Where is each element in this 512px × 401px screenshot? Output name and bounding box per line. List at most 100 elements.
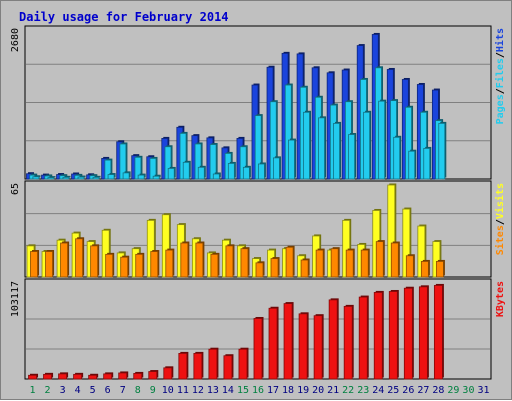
bar-kbytes bbox=[208, 348, 218, 380]
bar-pages bbox=[122, 172, 130, 180]
bar-pages bbox=[363, 111, 371, 180]
bar-pages bbox=[348, 134, 356, 180]
x-tick-day-4: 4 bbox=[75, 385, 81, 396]
bar-shadow-pages bbox=[49, 176, 56, 178]
bar-pages bbox=[273, 157, 280, 180]
bar-kbytes bbox=[73, 373, 83, 380]
bar-kbytes bbox=[418, 286, 428, 380]
bar-sites bbox=[105, 253, 114, 278]
bar-sites bbox=[225, 245, 234, 278]
x-tick-day-6: 6 bbox=[105, 385, 111, 396]
x-tick-day-21: 21 bbox=[327, 385, 339, 396]
bar-sites bbox=[300, 259, 309, 278]
bar-pages bbox=[77, 176, 85, 180]
y-max-label: 2680 bbox=[10, 28, 21, 52]
x-tick-day-7: 7 bbox=[120, 385, 126, 396]
bar-pages bbox=[393, 136, 401, 180]
bar-pages bbox=[408, 150, 416, 180]
bar-sites bbox=[420, 261, 429, 278]
legend-separator: / bbox=[495, 52, 506, 58]
bar-pages bbox=[212, 173, 220, 180]
x-tick-day-2: 2 bbox=[45, 385, 51, 396]
bar-sites bbox=[270, 258, 279, 278]
legend-hits-files-pages: Pages/Files/Hits bbox=[494, 28, 506, 124]
legend-text: Pages/Files/Hits bbox=[494, 28, 506, 124]
bar-pages bbox=[423, 148, 431, 180]
bar-shadow-pages bbox=[79, 175, 86, 178]
bar-sites bbox=[90, 245, 99, 278]
bar-kbytes bbox=[433, 285, 443, 380]
bar-sites bbox=[360, 249, 369, 278]
bar-kbytes bbox=[343, 305, 353, 380]
bar-kbytes bbox=[283, 303, 293, 380]
bar-pages bbox=[137, 174, 145, 180]
x-tick-day-26: 26 bbox=[402, 385, 414, 396]
legend-item-sites: Sites bbox=[494, 225, 506, 255]
bar-pages bbox=[318, 117, 325, 180]
x-tick-day-29: 29 bbox=[447, 385, 459, 396]
bar-shadow-pages bbox=[94, 175, 101, 178]
x-tick-day-14: 14 bbox=[222, 385, 234, 396]
legend-item-hits: Hits bbox=[494, 28, 506, 52]
bar-pages bbox=[197, 166, 205, 180]
x-tick-day-12: 12 bbox=[192, 385, 204, 396]
bar-pages bbox=[242, 166, 250, 180]
bar-sites bbox=[255, 262, 264, 278]
bar-sites bbox=[330, 248, 339, 278]
bar-kbytes bbox=[148, 371, 158, 380]
bar-pages bbox=[378, 100, 386, 180]
bar-kbytes bbox=[103, 373, 113, 380]
bar-kbytes bbox=[28, 374, 37, 380]
chart-panel-hits-files-pages: 2680 Pages/Files/Hits bbox=[10, 25, 506, 180]
bar-pages bbox=[227, 163, 235, 180]
bar-sites bbox=[135, 253, 144, 278]
legend-visits-sites: Sites/Visits bbox=[494, 183, 506, 255]
bar-sites bbox=[165, 249, 174, 278]
x-tick-day-9: 9 bbox=[150, 385, 156, 396]
bar-pages bbox=[32, 176, 40, 180]
bar-pages bbox=[152, 175, 160, 180]
bar-pages bbox=[288, 139, 295, 180]
legend-kbytes: KBytes bbox=[495, 281, 506, 317]
y-max-label: 65 bbox=[10, 183, 21, 195]
chart-panel-kbytes: 103117 KBytes bbox=[10, 278, 506, 380]
x-tick-day-24: 24 bbox=[372, 385, 384, 396]
bar-sites bbox=[375, 241, 384, 278]
x-tick-day-5: 5 bbox=[90, 385, 96, 396]
bar-sites bbox=[345, 249, 354, 278]
x-tick-day-20: 20 bbox=[312, 385, 324, 396]
bar-kbytes bbox=[238, 348, 248, 380]
x-tick-day-23: 23 bbox=[357, 385, 369, 396]
bar-shadow-pages bbox=[64, 175, 71, 178]
bar-kbytes bbox=[358, 296, 368, 380]
bar-kbytes bbox=[178, 352, 188, 380]
bar-sites bbox=[45, 251, 53, 278]
x-tick-day-19: 19 bbox=[297, 385, 309, 396]
x-tick-day-17: 17 bbox=[267, 385, 279, 396]
bar-sites bbox=[180, 242, 189, 278]
bar-kbytes bbox=[133, 373, 143, 380]
x-tick-day-13: 13 bbox=[207, 385, 219, 396]
bar-sites bbox=[315, 249, 324, 278]
bar-pages bbox=[438, 123, 446, 180]
legend-text: KBytes bbox=[495, 281, 506, 317]
bar-kbytes bbox=[58, 373, 67, 380]
bar-pages bbox=[167, 168, 175, 180]
x-tick-day-30: 30 bbox=[462, 385, 474, 396]
x-tick-day-22: 22 bbox=[342, 385, 354, 396]
x-tick-day-18: 18 bbox=[282, 385, 294, 396]
bar-kbytes bbox=[43, 373, 52, 380]
bar-kbytes bbox=[298, 313, 308, 380]
bar-sites bbox=[390, 242, 399, 278]
bar-kbytes bbox=[373, 292, 383, 380]
bar-pages bbox=[92, 176, 100, 180]
x-tick-day-10: 10 bbox=[162, 385, 174, 396]
bar-pages bbox=[333, 123, 340, 180]
bar-kbytes bbox=[253, 318, 263, 380]
x-tick-day-3: 3 bbox=[60, 385, 66, 396]
bar-kbytes bbox=[163, 367, 173, 380]
x-tick-day-15: 15 bbox=[237, 385, 249, 396]
bar-kbytes bbox=[388, 291, 398, 380]
x-tick-day-27: 27 bbox=[417, 385, 429, 396]
